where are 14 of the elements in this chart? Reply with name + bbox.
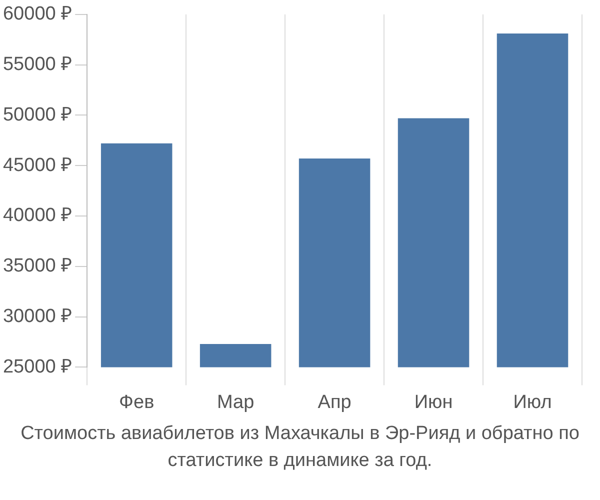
y-tick-label: 60000 ₽ bbox=[2, 4, 72, 25]
y-tick-label: 25000 ₽ bbox=[2, 356, 72, 378]
x-tick-label: Фев bbox=[119, 392, 154, 413]
y-tick-label: 40000 ₽ bbox=[2, 205, 72, 226]
y-tick-label: 35000 ₽ bbox=[2, 256, 72, 277]
text: Стоимость авиабилетов из Махачкалы в Эр-Рияд и обратно по статистике в динамике за год. bbox=[20, 422, 580, 473]
y-tick-label: 30000 ₽ bbox=[2, 306, 72, 328]
x-tick-label: Июл bbox=[513, 392, 552, 413]
x-tick-label: Июн bbox=[414, 392, 453, 413]
y-tick-label: 45000 ₽ bbox=[2, 154, 72, 176]
y-tick-label: 50000 ₽ bbox=[2, 104, 72, 126]
x-tick-label: Апр bbox=[318, 392, 352, 413]
x-tick-label: Мар bbox=[216, 392, 254, 413]
y-tick-label: 55000 ₽ bbox=[2, 54, 72, 76]
